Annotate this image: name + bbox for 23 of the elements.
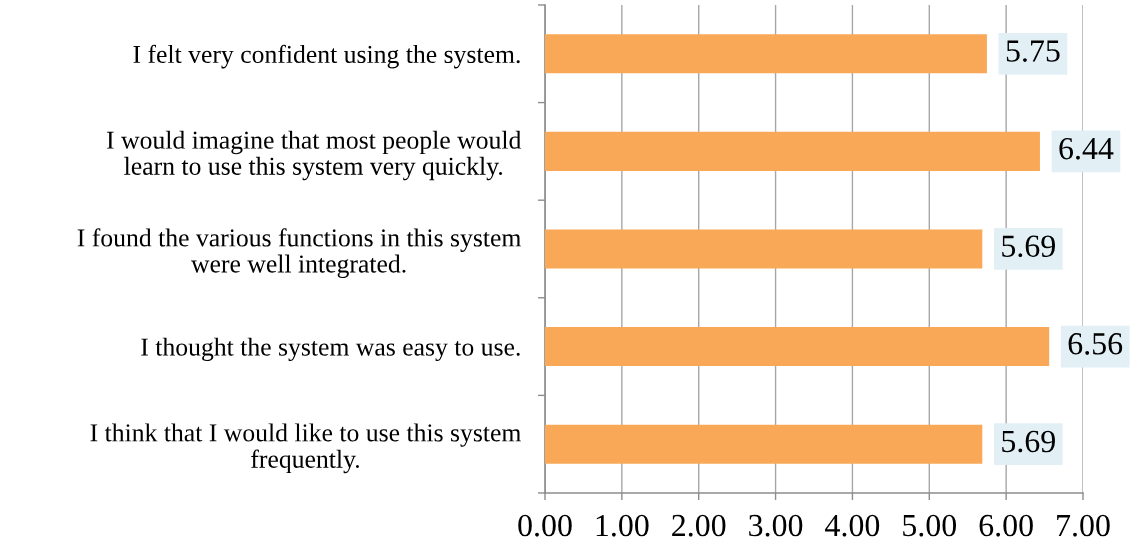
x-tick-label: 6.00 <box>979 514 1033 537</box>
y-tick-label: I thought the system was easy to use. <box>141 337 520 362</box>
bar <box>545 229 983 269</box>
x-tick-label: 3.00 <box>749 514 803 537</box>
x-tick-label: 5.00 <box>903 514 957 537</box>
data-label: 6.56 <box>1068 333 1123 355</box>
data-label: 5.75 <box>1006 40 1060 62</box>
x-tick-label: 4.00 <box>825 514 880 537</box>
y-tick-label: I think that I would like to use this system frequently. <box>90 423 521 474</box>
y-tick-label: I found the various functions in this system were well integrated. <box>77 228 521 278</box>
bar <box>545 34 987 74</box>
data-label: 6.44 <box>1059 137 1114 160</box>
y-tick-label: I would imagine that most people would learn to use this system very quickly. <box>106 130 522 181</box>
bar <box>545 327 1050 367</box>
x-tick-label: 0.00 <box>518 514 572 537</box>
x-tick-label: 2.00 <box>672 514 726 537</box>
bar <box>545 424 983 464</box>
y-tick-label: I felt very confident using the system. <box>133 44 520 69</box>
x-tick-label: 1.00 <box>596 514 649 537</box>
bar <box>545 131 1040 171</box>
x-tick-label: 7.00 <box>1057 514 1110 537</box>
data-label: 5.69 <box>1002 430 1055 453</box>
data-label: 5.69 <box>1002 235 1055 258</box>
